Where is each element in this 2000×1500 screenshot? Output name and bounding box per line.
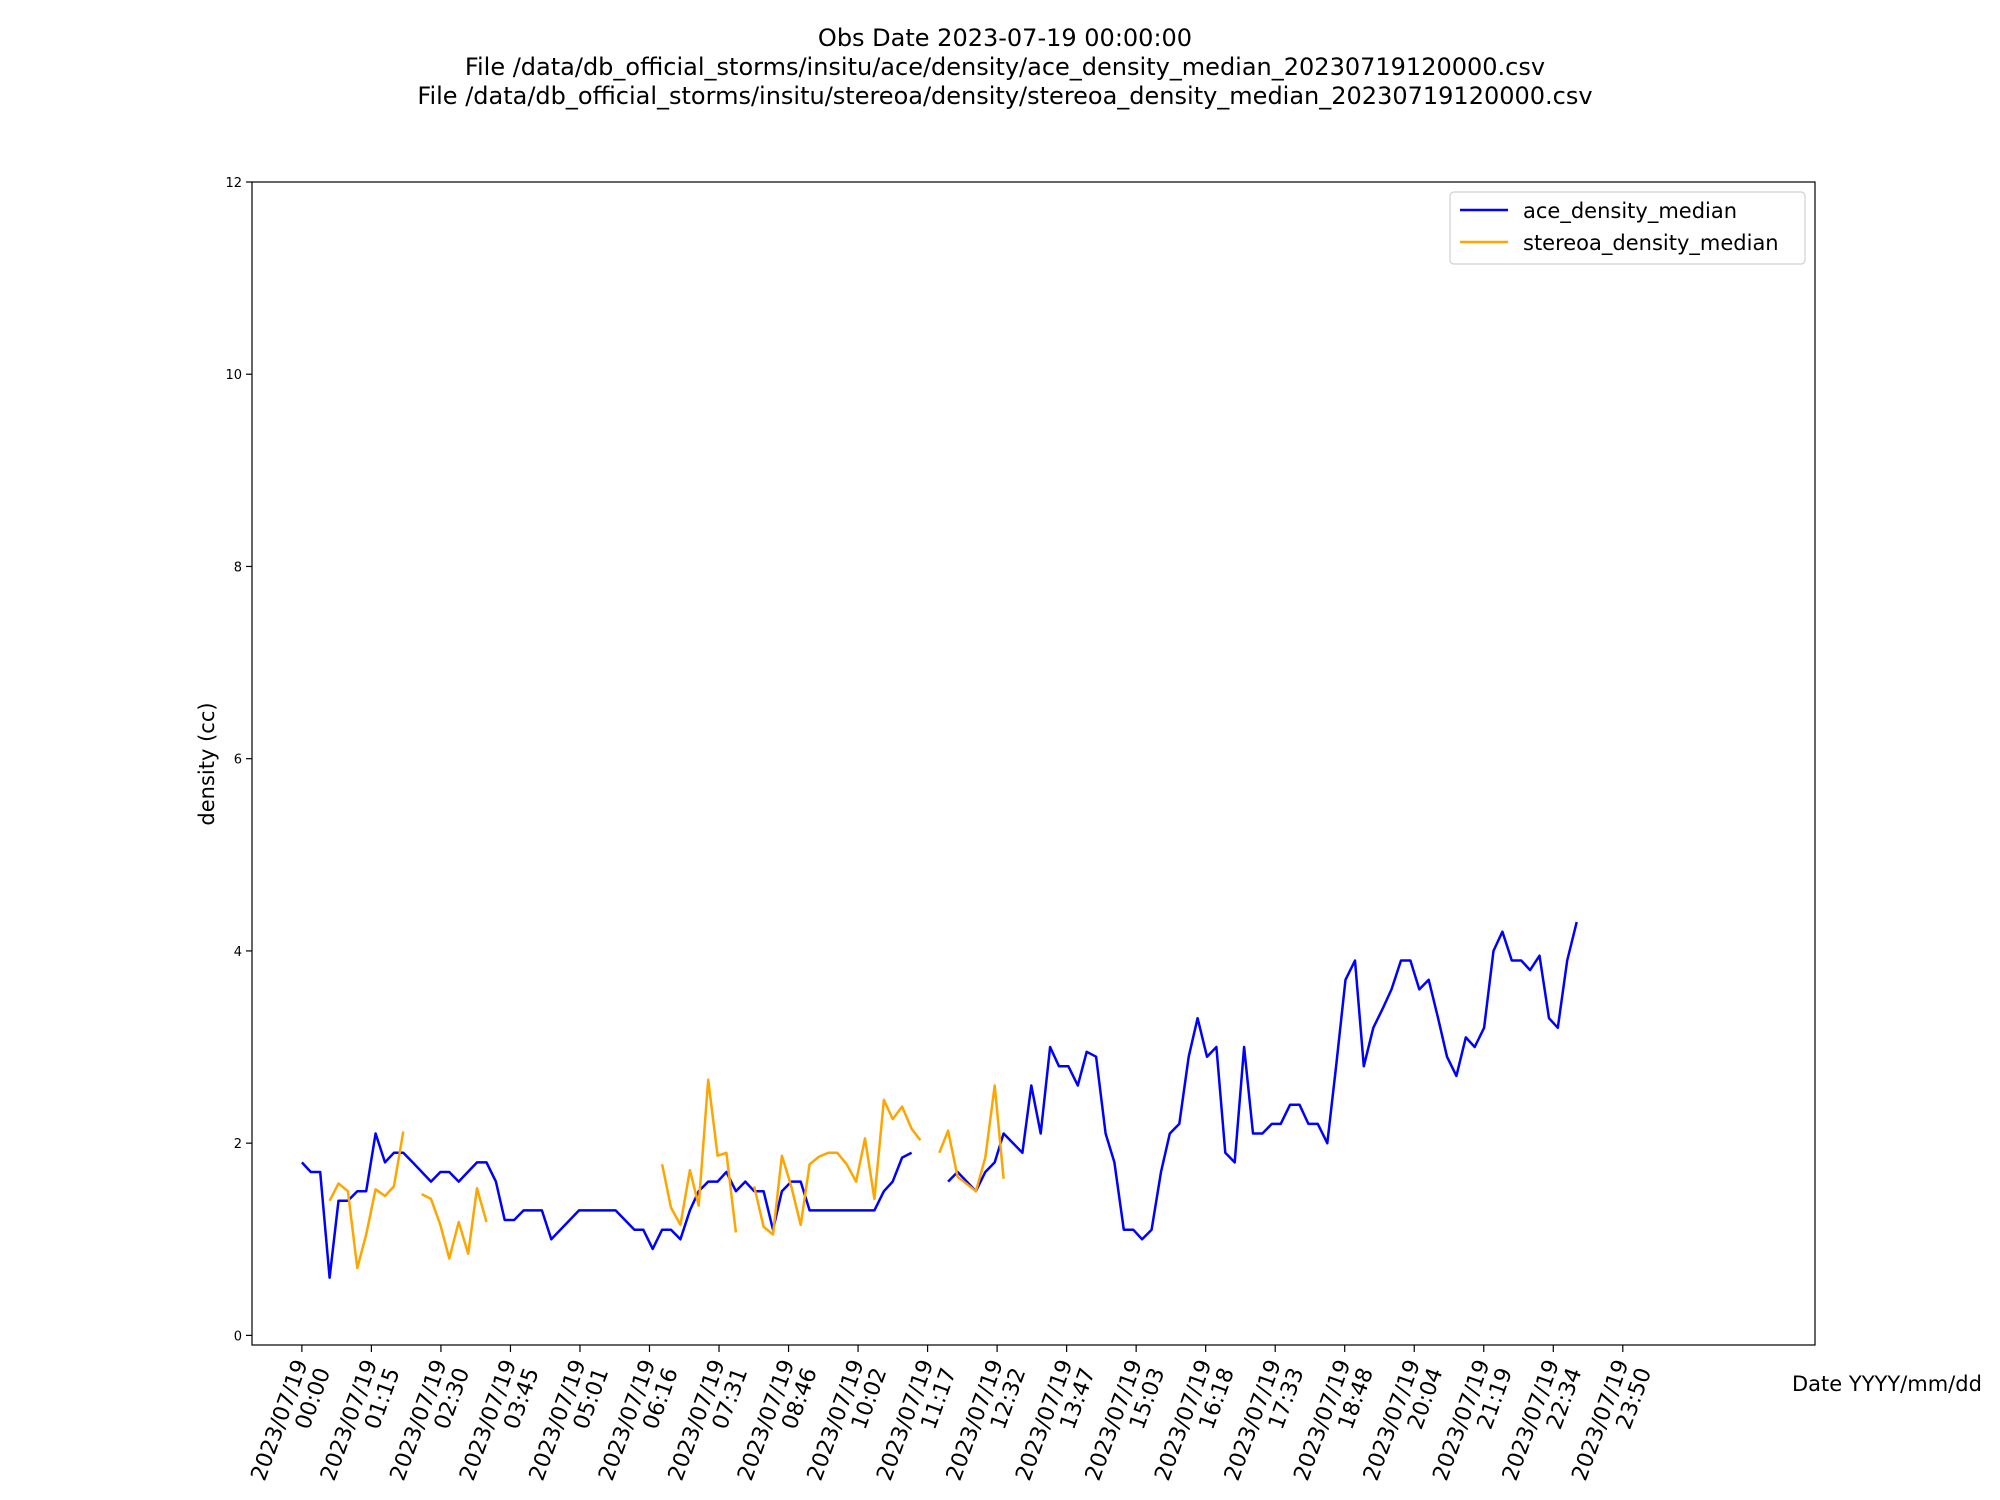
y-axis-label: density (cc) (195, 702, 219, 825)
series-line-1-segment-2 (660, 1078, 738, 1233)
series-line-1-segment-4 (938, 1084, 1005, 1193)
legend-label-stereoa: stereoa_density_median (1523, 231, 1779, 256)
series-line-1-segment-0 (328, 1131, 405, 1270)
y-tick-label: 8 (234, 560, 242, 575)
y-tick-label: 12 (225, 176, 242, 191)
series-line-0-segment-1 (947, 921, 1578, 1241)
title-ace-file: File /data/db_official_storms/insitu/ace… (464, 53, 1546, 81)
legend: ace_density_median stereoa_density_media… (1449, 191, 1806, 265)
y-tick-label: 2 (234, 1137, 242, 1152)
series-layer (300, 921, 1578, 1279)
y-tick-label: 6 (234, 753, 242, 768)
title-obs-date: Obs Date 2023-07-19 00:00:00 (817, 24, 1193, 52)
series-line-1-segment-1 (421, 1187, 488, 1260)
title-stereoa-file: File /data/db_official_storms/insitu/ste… (417, 82, 1593, 110)
y-tick-label: 10 (225, 368, 242, 383)
plot-frame (251, 181, 1816, 1346)
chart-title: Obs Date 2023-07-19 00:00:00 File /data/… (0, 24, 2000, 111)
y-tick-label: 4 (234, 945, 242, 960)
x-axis: 2023/07/1900:002023/07/1901:152023/07/19… (247, 1345, 1657, 1484)
y-axis: 0 2 4 6 8 10 12 (225, 176, 252, 1344)
y-tick-label: 0 (234, 1329, 242, 1344)
x-axis-label: Date YYYY/mm/dd (1792, 1372, 1982, 1396)
series-line-0-segment-0 (300, 1132, 913, 1279)
series-line-1-segment-3 (752, 1098, 922, 1236)
legend-label-ace: ace_density_median (1523, 199, 1737, 224)
legend-box (1449, 191, 1806, 265)
